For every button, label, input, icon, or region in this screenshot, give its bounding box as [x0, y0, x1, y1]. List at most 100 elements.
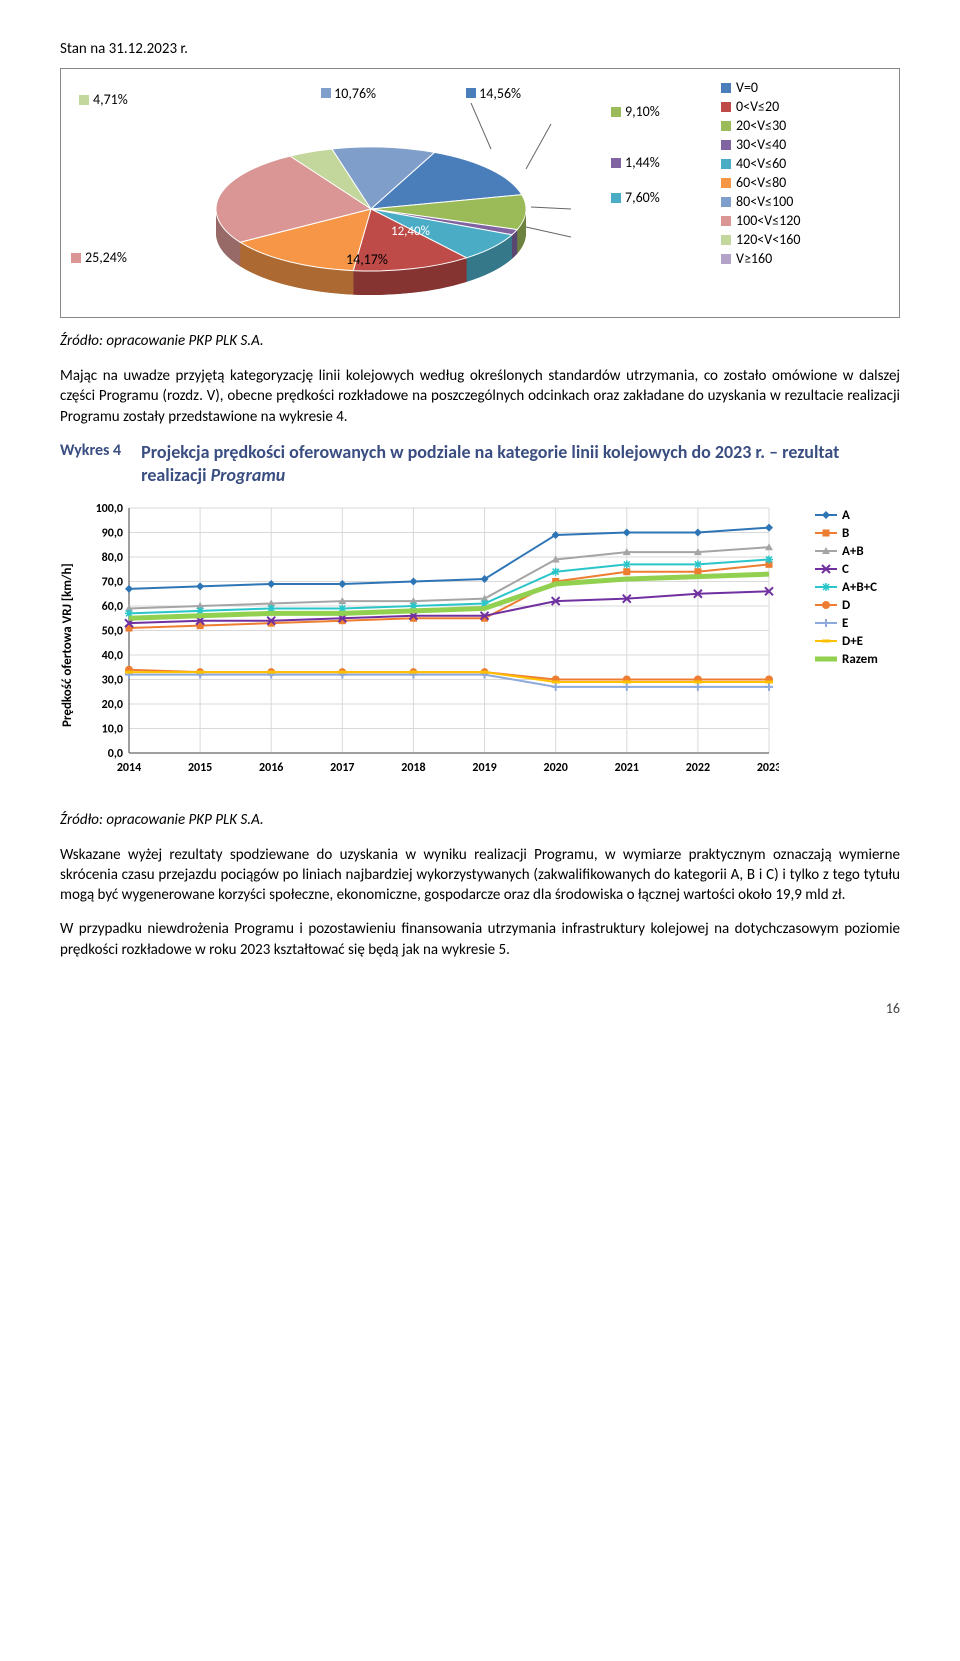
line-svg: 0,010,020,030,040,050,060,070,080,090,01…	[79, 498, 779, 788]
legend-label: 80<V≤100	[736, 193, 793, 210]
pct-label: 1,44%	[625, 154, 660, 171]
svg-text:2022: 2022	[686, 761, 710, 775]
svg-text:30,0: 30,0	[102, 673, 123, 687]
series-marker-icon	[815, 564, 837, 574]
pct-label: 12,40%	[391, 224, 430, 239]
legend-label: Razem	[842, 652, 878, 667]
swatch-icon	[721, 121, 731, 131]
legend-item: A	[815, 508, 900, 523]
series-marker-icon	[815, 618, 837, 628]
pct-label: 9,10%	[625, 103, 660, 120]
legend-label: E	[842, 616, 848, 631]
pct-label: 7,60%	[625, 189, 660, 206]
legend-label: 40<V≤60	[736, 155, 786, 172]
svg-text:2018: 2018	[401, 761, 425, 775]
svg-text:2015: 2015	[188, 761, 212, 775]
legend-item: 80<V≤100	[721, 193, 841, 210]
legend-item: 120<V<160	[721, 231, 841, 248]
swatch-icon	[611, 158, 621, 168]
legend-label: 30<V≤40	[736, 136, 786, 153]
series-marker-icon	[815, 600, 837, 610]
legend-item: A+B+C	[815, 580, 900, 595]
legend-item: 0<V≤20	[721, 98, 841, 115]
swatch-icon	[721, 178, 731, 188]
legend-item: V≥160	[721, 250, 841, 267]
svg-text:50,0: 50,0	[102, 624, 123, 638]
swatch-icon	[611, 107, 621, 117]
legend-label: D+E	[842, 634, 863, 649]
svg-text:2023: 2023	[757, 761, 779, 775]
swatch-icon	[721, 216, 731, 226]
pct-label: 14,56%	[479, 85, 521, 102]
swatch-icon	[721, 140, 731, 150]
legend-label: 20<V≤30	[736, 117, 786, 134]
swatch-icon	[611, 193, 621, 203]
pie-legend: V=0 0<V≤20 20<V≤30 30<V≤40 40<V≤60 60<V≤80 80<…	[721, 79, 841, 269]
y-axis-label: Prędkość ofertowa VRJ [km/h]	[60, 498, 75, 793]
pct-label: 14,17%	[346, 251, 388, 268]
svg-text:2019: 2019	[472, 761, 496, 775]
svg-text:40,0: 40,0	[102, 649, 123, 663]
series-marker-icon	[815, 510, 837, 520]
line-legend: AB A+B C A+B+C DE D+E Razem	[815, 498, 900, 793]
series-marker-icon	[815, 582, 837, 592]
svg-text:2020: 2020	[544, 761, 568, 775]
legend-item: A+B	[815, 544, 900, 559]
legend-item: D	[815, 598, 900, 613]
legend-label: A	[842, 508, 850, 523]
svg-text:10,0: 10,0	[102, 722, 123, 736]
svg-text:100,0: 100,0	[96, 502, 123, 516]
legend-label: 0<V≤20	[736, 98, 779, 115]
svg-text:2021: 2021	[615, 761, 639, 775]
pie-svg: 10,76% 14,56% 12,40% 14,17%	[181, 79, 601, 309]
pct-label: 4,71%	[93, 91, 128, 108]
swatch-icon	[721, 254, 731, 264]
svg-text:2014: 2014	[117, 761, 141, 775]
legend-item: E	[815, 616, 900, 631]
svg-text:20,0: 20,0	[102, 698, 123, 712]
legend-item: 20<V≤30	[721, 117, 841, 134]
wykres4-title: Projekcja prędkości oferowanych w podzia…	[141, 441, 900, 488]
wykres4-label: Wykres 4	[60, 441, 121, 488]
legend-label: D	[842, 598, 850, 613]
swatch-icon	[721, 159, 731, 169]
legend-item: 40<V≤60	[721, 155, 841, 172]
series-marker-icon	[815, 528, 837, 538]
legend-item: 30<V≤40	[721, 136, 841, 153]
page-number: 16	[60, 1000, 900, 1017]
swatch-icon	[79, 95, 89, 105]
legend-label: 60<V≤80	[736, 174, 786, 191]
swatch-icon	[721, 235, 731, 245]
legend-label: B	[842, 526, 849, 541]
pct-label: 10,76%	[334, 85, 376, 102]
series-marker-icon	[815, 654, 837, 664]
series-marker-icon	[815, 636, 837, 646]
legend-label: C	[842, 562, 849, 577]
pie-chart-container: 4,71% 25,24% 10,76% 14,56% 12,40% 14,17%	[60, 68, 900, 318]
swatch-icon	[71, 253, 81, 263]
series-marker-icon	[815, 546, 837, 556]
swatch-icon	[721, 83, 731, 93]
legend-item: 60<V≤80	[721, 174, 841, 191]
legend-item: C	[815, 562, 900, 577]
source-text-1: Źródło: opracowanie PKP PLK S.A.	[60, 332, 900, 350]
line-chart-container: Prędkość ofertowa VRJ [km/h] 0,0 10,0 20,0…	[60, 498, 900, 793]
swatch-icon	[721, 197, 731, 207]
pie-right-labels: 9,10% 1,44% 7,60%	[611, 79, 721, 210]
paragraph-2: Wskazane wyżej rezultaty spodziewane do …	[60, 845, 900, 906]
swatch-icon	[466, 88, 476, 98]
legend-label: A+B	[842, 544, 864, 559]
legend-item: D+E	[815, 634, 900, 649]
svg-text:90,0: 90,0	[102, 526, 123, 540]
legend-item: V=0	[721, 79, 841, 96]
pie-left-labels: 4,71% 25,24%	[71, 79, 181, 299]
svg-text:2016: 2016	[259, 761, 283, 775]
svg-text:60,0: 60,0	[102, 600, 123, 614]
svg-text:0,0: 0,0	[108, 747, 123, 761]
paragraph-3: W przypadku niewdrożenia Programu i pozo…	[60, 919, 900, 960]
legend-item: B	[815, 526, 900, 541]
svg-text:70,0: 70,0	[102, 575, 123, 589]
legend-label: 120<V<160	[736, 231, 800, 248]
legend-label: A+B+C	[842, 580, 877, 595]
legend-label: V=0	[736, 79, 758, 96]
